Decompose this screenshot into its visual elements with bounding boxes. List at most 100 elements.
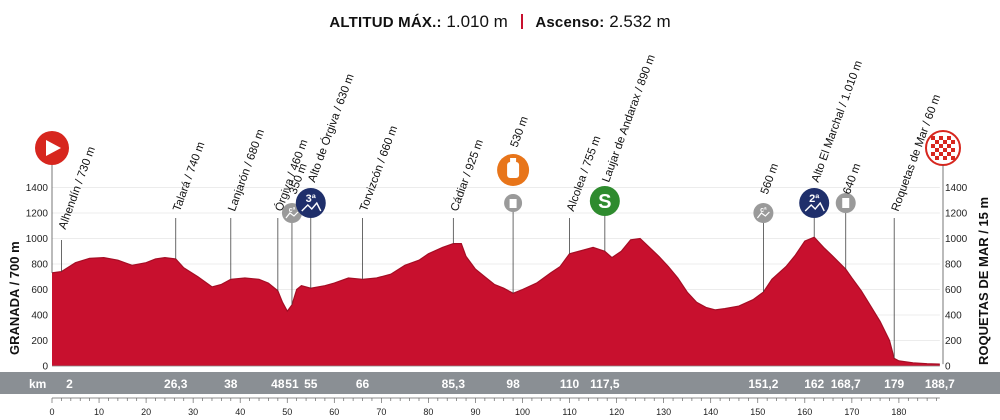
km-marker-label: 110: [560, 377, 580, 391]
y-tick-label-left: 600: [31, 285, 48, 296]
checker-square: [947, 144, 951, 148]
x-tick-label: 20: [141, 407, 151, 417]
checker-square: [931, 136, 935, 140]
km-marker-label: 2: [66, 377, 73, 391]
x-tick-label: 120: [609, 407, 624, 417]
y-tick-label-right: 1200: [945, 209, 968, 220]
checker-square: [947, 152, 951, 156]
mountain-glyph-icon: [301, 201, 322, 212]
elevation-profile-area: [52, 237, 940, 366]
mountain-glyph-icon: [756, 211, 770, 219]
km-marker-label: 151,2: [748, 377, 778, 391]
x-tick-label: 40: [235, 407, 245, 417]
y-tick-label-right: 1000: [945, 234, 968, 245]
x-tick-label: 170: [844, 407, 859, 417]
annotation-label: 560 m: [759, 162, 781, 196]
annotation-label: Torvizcón / 660 m: [358, 124, 400, 213]
checker-square: [943, 140, 947, 144]
checker-square: [943, 148, 947, 152]
checker-square: [935, 148, 939, 152]
x-tick-label: 180: [891, 407, 906, 417]
annotation-label: Lanjarón / 680 m: [226, 128, 267, 213]
ascent-value: 2.532 m: [609, 12, 671, 31]
finish-town-label: ROQUETAS DE MAR / 15 m: [976, 197, 991, 365]
ascent-label: Ascenso:: [535, 14, 605, 31]
y-tick-label-right: 200: [945, 336, 962, 347]
uncategorized-climb-icon: [753, 203, 774, 223]
y-tick-label-left: 1000: [26, 234, 49, 245]
checker-square: [931, 144, 935, 148]
y-tick-label-right: 0: [945, 362, 951, 373]
bin-glyph-icon: [509, 199, 517, 208]
x-tick-label: 90: [470, 407, 480, 417]
bin-glyph-icon: [842, 198, 850, 208]
annotation-label: Cádiar / 925 m: [449, 138, 486, 213]
checker-square: [951, 140, 955, 144]
checker-square: [951, 156, 955, 160]
x-tick-label: 10: [94, 407, 104, 417]
km-marker-label: 168,7: [831, 377, 861, 391]
header-separator: [520, 14, 523, 29]
x-tick-label: 60: [329, 407, 339, 417]
y-tick-label-right: 400: [945, 311, 962, 322]
chart-header: ALTITUD MÁX.: 1.010 m Ascenso: 2.532 m: [0, 12, 1000, 32]
checker-square: [943, 156, 947, 160]
category-3-climb-icon: [295, 188, 326, 218]
checker-square: [939, 152, 943, 156]
checker-square: [947, 136, 951, 140]
x-tick-label: 150: [750, 407, 765, 417]
play-arrow-icon: [46, 140, 61, 156]
km-marker-label: 38: [224, 377, 238, 391]
annotation-label: Laujar de Andarax / 890 m: [600, 53, 657, 184]
x-tick-label: 140: [703, 407, 718, 417]
km-marker-label: 117,5: [590, 377, 620, 391]
y-tick-label-left: 1200: [26, 209, 49, 220]
category-2-climb-icon: [799, 188, 830, 218]
checker-square: [939, 144, 943, 148]
mountain-glyph-icon: [285, 211, 299, 219]
max-altitude-label: ALTITUD MÁX.:: [329, 14, 442, 31]
annotation-label: 530 m: [509, 115, 531, 149]
y-tick-label-left: 0: [42, 362, 48, 373]
x-tick-label: 100: [515, 407, 530, 417]
km-marker-label: 188,7: [925, 377, 955, 391]
km-marker-label: 26,3: [164, 377, 188, 391]
x-tick-label: 160: [797, 407, 812, 417]
mountain-glyph-icon: [804, 201, 825, 212]
km-marker-label: 85,3: [442, 377, 466, 391]
checker-square: [935, 156, 939, 160]
max-altitude-value: 1.010 m: [446, 12, 508, 31]
km-band: [0, 372, 1000, 394]
elevation-profile-line: [51, 236, 940, 365]
climb-category-text: 2ª: [809, 193, 820, 205]
km-marker-label: 66: [356, 377, 370, 391]
climb-badge-text: cª: [760, 207, 767, 214]
climb-badge-text: cª: [289, 207, 296, 214]
finish-flag-icon: [925, 130, 961, 166]
km-marker-label: 179: [884, 377, 904, 391]
km-marker-label: 51: [285, 377, 299, 391]
y-tick-label-right: 1400: [945, 183, 968, 194]
y-tick-label-left: 200: [31, 336, 48, 347]
checker-square: [931, 152, 935, 156]
km-marker-label: 162: [804, 377, 824, 391]
x-tick-label: 0: [49, 407, 54, 417]
checker-square: [951, 148, 955, 152]
x-tick-label: 80: [423, 407, 433, 417]
annotation-label: Alto de Órgiva / 630 m: [305, 72, 356, 184]
checker-square: [939, 136, 943, 140]
x-tick-label: 110: [562, 407, 576, 417]
km-marker-label: 48: [271, 377, 285, 391]
y-tick-label-left: 400: [31, 311, 48, 322]
y-tick-label-right: 600: [945, 285, 962, 296]
y-tick-label-right: 800: [945, 260, 962, 271]
x-tick-label: 50: [282, 407, 292, 417]
climb-category-text: 3ª: [306, 193, 317, 205]
x-tick-label: 130: [656, 407, 671, 417]
km-marker-label: 55: [304, 377, 318, 391]
annotation-label: 640 m: [841, 162, 863, 196]
bottle-icon: [507, 162, 520, 178]
bottle-cap-icon: [510, 158, 517, 162]
sprint-letter: S: [598, 191, 611, 213]
